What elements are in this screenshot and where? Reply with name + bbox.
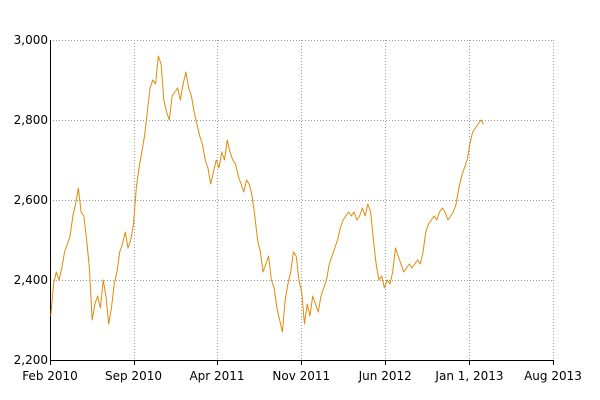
series-line	[50, 55, 485, 333]
x-tick-label: Jun 2012	[358, 369, 412, 383]
y-tick-label: 2,800	[14, 113, 48, 127]
x-tick-label: Apr 2011	[189, 369, 244, 383]
grid	[50, 40, 554, 360]
x-tick-label: Jan 1, 2013	[434, 369, 503, 383]
y-tick-label: 3,000	[14, 33, 48, 47]
y-tick-label: 2,400	[14, 273, 48, 287]
x-tick-label: Sep 2010	[105, 369, 162, 383]
series-layer	[50, 55, 485, 333]
x-tick-label: Feb 2010	[22, 369, 78, 383]
tick-labels: 2,200 2,400 2,600 2,800 3,000 Feb 2010 Sep 201…	[14, 33, 582, 383]
x-tick-label: Nov 2011	[272, 369, 330, 383]
y-tick-label: 2,200	[14, 353, 48, 367]
x-tick-label: Aug 2013	[524, 369, 582, 383]
y-tick-label: 2,600	[14, 193, 48, 207]
axes	[50, 40, 554, 365]
